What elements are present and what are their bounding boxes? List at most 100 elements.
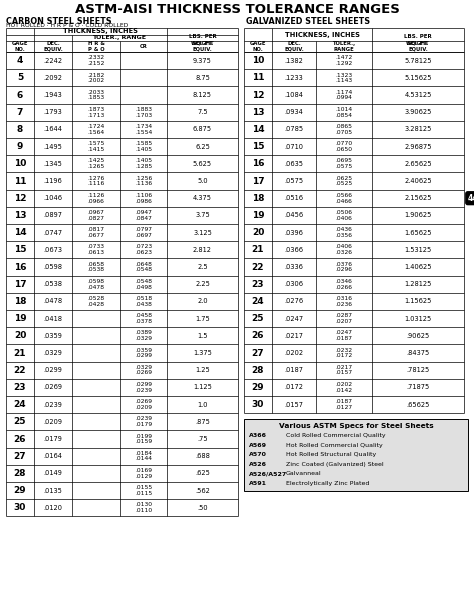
- Text: .0155
.0115: .0155 .0115: [135, 485, 152, 496]
- Text: .0269: .0269: [44, 384, 63, 390]
- Text: .0149: .0149: [44, 470, 63, 476]
- Text: 9.375: 9.375: [193, 58, 212, 64]
- Text: .1046: .1046: [44, 195, 63, 201]
- Text: 25: 25: [14, 417, 26, 426]
- Text: 13: 13: [14, 211, 26, 220]
- Text: A569: A569: [249, 443, 267, 447]
- Text: LBS. PER
SQ. FT.: LBS. PER SQ. FT.: [404, 34, 432, 45]
- Text: 26: 26: [14, 435, 26, 443]
- Text: TOLER., RANGE: TOLER., RANGE: [92, 36, 146, 40]
- Text: 2.40625: 2.40625: [404, 178, 432, 184]
- Text: .75: .75: [197, 436, 208, 442]
- Text: .0518
.0438: .0518 .0438: [135, 296, 152, 306]
- Text: .0247: .0247: [284, 316, 303, 322]
- Text: 8.125: 8.125: [193, 92, 212, 98]
- Text: 15: 15: [14, 245, 26, 254]
- Text: .0269
.0209: .0269 .0209: [135, 399, 152, 410]
- Text: .625: .625: [195, 470, 210, 476]
- Text: .2092: .2092: [44, 75, 63, 81]
- Text: .0695
.0575: .0695 .0575: [336, 159, 353, 169]
- Text: .0306: .0306: [284, 281, 303, 287]
- Text: H R &
P & O: H R & P & O: [88, 41, 104, 52]
- Text: 12: 12: [252, 91, 264, 99]
- Text: .0458
.0378: .0458 .0378: [135, 313, 152, 324]
- Text: .0299: .0299: [44, 367, 63, 373]
- Text: 1.15625: 1.15625: [404, 299, 432, 305]
- Text: .0598
.0478: .0598 .0478: [88, 279, 104, 289]
- Text: 30: 30: [14, 503, 26, 512]
- Text: LBS. PER
SQ. FT.: LBS. PER SQ. FT.: [189, 34, 216, 45]
- Text: .0247
.0187: .0247 .0187: [336, 330, 353, 341]
- Text: .0817
.0677: .0817 .0677: [87, 227, 105, 238]
- Text: 18: 18: [14, 297, 26, 306]
- Text: 1.375: 1.375: [193, 350, 212, 356]
- Text: 2.812: 2.812: [193, 247, 212, 253]
- Text: 28: 28: [252, 366, 264, 375]
- Text: .0239: .0239: [44, 402, 63, 408]
- Text: 1.53125: 1.53125: [404, 247, 432, 253]
- Text: .0548
.0498: .0548 .0498: [135, 279, 152, 289]
- Text: 1.03125: 1.03125: [404, 316, 432, 322]
- Text: 23: 23: [14, 383, 26, 392]
- Text: .1883
.1703: .1883 .1703: [135, 107, 152, 118]
- Text: .1724
.1564: .1724 .1564: [87, 124, 105, 135]
- Bar: [244, 419, 468, 491]
- Text: .0396: .0396: [284, 230, 303, 235]
- Text: 12: 12: [14, 194, 26, 203]
- Text: 29: 29: [252, 383, 264, 392]
- Text: 1.90625: 1.90625: [404, 212, 432, 218]
- Text: 4.375: 4.375: [193, 195, 212, 201]
- Text: 16: 16: [14, 262, 26, 272]
- Text: 8: 8: [17, 125, 23, 134]
- Text: .0733
.0613: .0733 .0613: [88, 245, 104, 255]
- Text: .0202: .0202: [284, 350, 303, 356]
- Text: .1425
.1265: .1425 .1265: [87, 159, 105, 169]
- Text: 10: 10: [14, 159, 26, 169]
- Text: .0528
.0428: .0528 .0428: [87, 296, 105, 306]
- Text: .2242: .2242: [44, 58, 63, 64]
- Text: .0967
.0827: .0967 .0827: [87, 210, 105, 221]
- Text: 23: 23: [252, 280, 264, 289]
- Text: .0217: .0217: [284, 333, 303, 339]
- Text: .1585
.1405: .1585 .1405: [135, 142, 152, 152]
- Text: 22: 22: [252, 262, 264, 272]
- Text: .562: .562: [195, 487, 210, 493]
- Text: Cold Rolled Commercial Quality: Cold Rolled Commercial Quality: [286, 433, 386, 438]
- Text: .0648
.0548: .0648 .0548: [135, 262, 152, 272]
- Text: .0406
.0326: .0406 .0326: [336, 245, 353, 255]
- Text: .1174
.0994: .1174 .0994: [336, 89, 353, 101]
- Text: 14: 14: [252, 125, 264, 134]
- Text: .1575
.1415: .1575 .1415: [87, 142, 105, 152]
- Text: THICKNESS, INCHES: THICKNESS, INCHES: [63, 28, 138, 34]
- Text: 44: 44: [468, 194, 474, 203]
- Text: .0418: .0418: [44, 316, 63, 322]
- Text: .0785: .0785: [284, 126, 303, 132]
- Text: 20: 20: [14, 331, 26, 340]
- Text: 2.0: 2.0: [197, 299, 208, 305]
- Text: Electrolytically Zinc Plated: Electrolytically Zinc Plated: [286, 481, 369, 485]
- Text: 24: 24: [252, 297, 264, 306]
- Text: 27: 27: [252, 349, 264, 357]
- Text: .0635: .0635: [284, 161, 303, 167]
- Text: 11: 11: [14, 177, 26, 186]
- Text: .84375: .84375: [406, 350, 429, 356]
- Text: A526: A526: [249, 462, 267, 466]
- Text: 1.0: 1.0: [197, 402, 208, 408]
- Text: .0239
.0179: .0239 .0179: [135, 416, 152, 427]
- Text: .0566
.0466: .0566 .0466: [336, 193, 353, 204]
- Text: .71875: .71875: [406, 384, 429, 390]
- Text: .0276: .0276: [284, 299, 303, 305]
- Text: .0184
.0144: .0184 .0144: [135, 451, 152, 462]
- Text: .0723
.0623: .0723 .0623: [135, 245, 152, 255]
- Text: .1256
.1136: .1256 .1136: [135, 176, 152, 186]
- Text: Various ASTM Specs for Steel Sheets: Various ASTM Specs for Steel Sheets: [279, 423, 433, 429]
- Text: .0436
.0356: .0436 .0356: [336, 227, 353, 238]
- Text: 9: 9: [17, 142, 23, 151]
- Text: .1943: .1943: [44, 92, 63, 98]
- Text: 15: 15: [252, 142, 264, 151]
- Text: .1196: .1196: [44, 178, 63, 184]
- Text: 6.875: 6.875: [193, 126, 212, 132]
- Text: .1126
.0966: .1126 .0966: [87, 193, 105, 204]
- Text: CARBON STEEL SHEETS: CARBON STEEL SHEETS: [6, 17, 111, 26]
- Text: 2.65625: 2.65625: [404, 161, 432, 167]
